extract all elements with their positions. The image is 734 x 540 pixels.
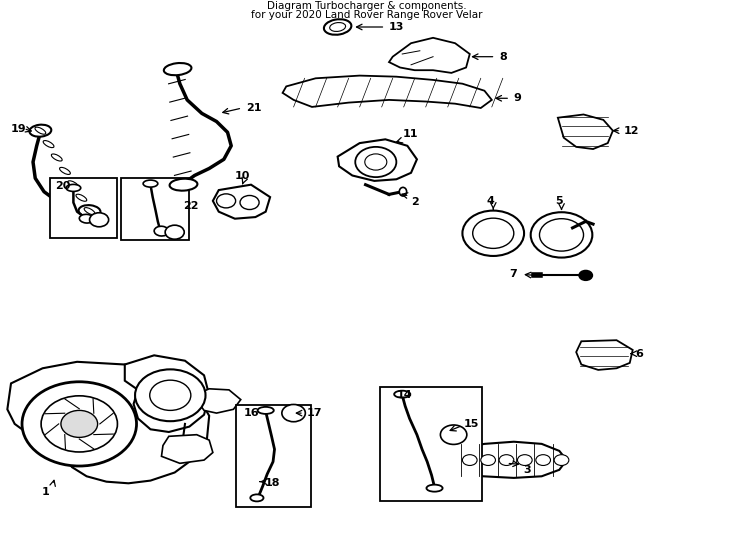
Text: 21: 21	[246, 103, 261, 113]
Circle shape	[41, 396, 117, 452]
Ellipse shape	[143, 180, 158, 187]
Polygon shape	[161, 435, 213, 463]
Text: Diagram Turbocharger & components.: Diagram Turbocharger & components.	[267, 1, 467, 11]
Ellipse shape	[35, 127, 46, 134]
Text: 3: 3	[523, 465, 531, 476]
Ellipse shape	[426, 485, 443, 491]
Circle shape	[473, 218, 514, 248]
Circle shape	[90, 213, 109, 227]
Circle shape	[165, 225, 184, 239]
Ellipse shape	[394, 391, 410, 397]
Circle shape	[462, 455, 477, 465]
Circle shape	[355, 147, 396, 177]
Polygon shape	[446, 442, 567, 478]
Circle shape	[217, 194, 236, 208]
Text: 17: 17	[307, 408, 322, 418]
Circle shape	[536, 455, 550, 465]
Text: 13: 13	[389, 22, 404, 32]
Ellipse shape	[258, 407, 274, 414]
Text: 12: 12	[624, 126, 639, 136]
Polygon shape	[7, 362, 209, 483]
Circle shape	[539, 219, 584, 251]
Ellipse shape	[79, 214, 94, 223]
Circle shape	[22, 382, 137, 466]
Circle shape	[517, 455, 532, 465]
Circle shape	[282, 404, 305, 422]
Ellipse shape	[164, 63, 192, 75]
Circle shape	[554, 455, 569, 465]
Ellipse shape	[330, 23, 346, 31]
Polygon shape	[338, 139, 417, 181]
Ellipse shape	[66, 184, 81, 191]
Circle shape	[462, 211, 524, 256]
Ellipse shape	[250, 495, 264, 501]
Bar	[380, 387, 482, 501]
Text: 15: 15	[464, 419, 479, 429]
Ellipse shape	[59, 167, 70, 174]
Circle shape	[61, 410, 98, 437]
Ellipse shape	[51, 154, 62, 161]
Text: 18: 18	[264, 478, 280, 488]
Polygon shape	[558, 114, 613, 149]
Text: 14: 14	[396, 390, 412, 400]
Text: for your 2020 Land Rover Range Rover Velar: for your 2020 Land Rover Range Rover Vel…	[251, 10, 483, 20]
Circle shape	[150, 380, 191, 410]
Circle shape	[440, 425, 467, 444]
Polygon shape	[197, 389, 241, 413]
Text: 19: 19	[11, 124, 26, 133]
Text: 11: 11	[402, 129, 418, 139]
Text: 20: 20	[55, 181, 70, 191]
Ellipse shape	[170, 179, 197, 191]
Text: 16: 16	[244, 408, 259, 418]
Text: 6: 6	[636, 349, 644, 359]
Circle shape	[499, 455, 514, 465]
Circle shape	[531, 212, 592, 258]
Polygon shape	[283, 76, 492, 108]
Circle shape	[135, 369, 206, 421]
Bar	[121, 178, 189, 240]
Ellipse shape	[324, 19, 352, 35]
Polygon shape	[125, 355, 209, 432]
Text: 10: 10	[235, 171, 250, 181]
Text: 7: 7	[509, 269, 517, 279]
Ellipse shape	[68, 181, 79, 188]
Ellipse shape	[399, 187, 407, 196]
Circle shape	[365, 154, 387, 170]
Text: 4: 4	[487, 196, 494, 206]
Bar	[236, 405, 311, 507]
Polygon shape	[389, 38, 470, 73]
Ellipse shape	[29, 125, 51, 137]
Ellipse shape	[76, 194, 87, 201]
Circle shape	[579, 271, 592, 280]
Text: 8: 8	[499, 52, 507, 62]
Polygon shape	[576, 340, 633, 370]
Text: 2: 2	[411, 197, 419, 207]
Text: 1: 1	[42, 487, 49, 497]
Ellipse shape	[43, 140, 54, 147]
Circle shape	[240, 195, 259, 210]
Ellipse shape	[84, 207, 95, 215]
Ellipse shape	[154, 226, 169, 236]
Bar	[50, 178, 117, 238]
Ellipse shape	[79, 205, 101, 217]
Text: 5: 5	[556, 196, 563, 206]
Circle shape	[481, 455, 495, 465]
Polygon shape	[213, 185, 270, 219]
Text: 22: 22	[184, 201, 199, 211]
Text: 9: 9	[514, 93, 522, 103]
